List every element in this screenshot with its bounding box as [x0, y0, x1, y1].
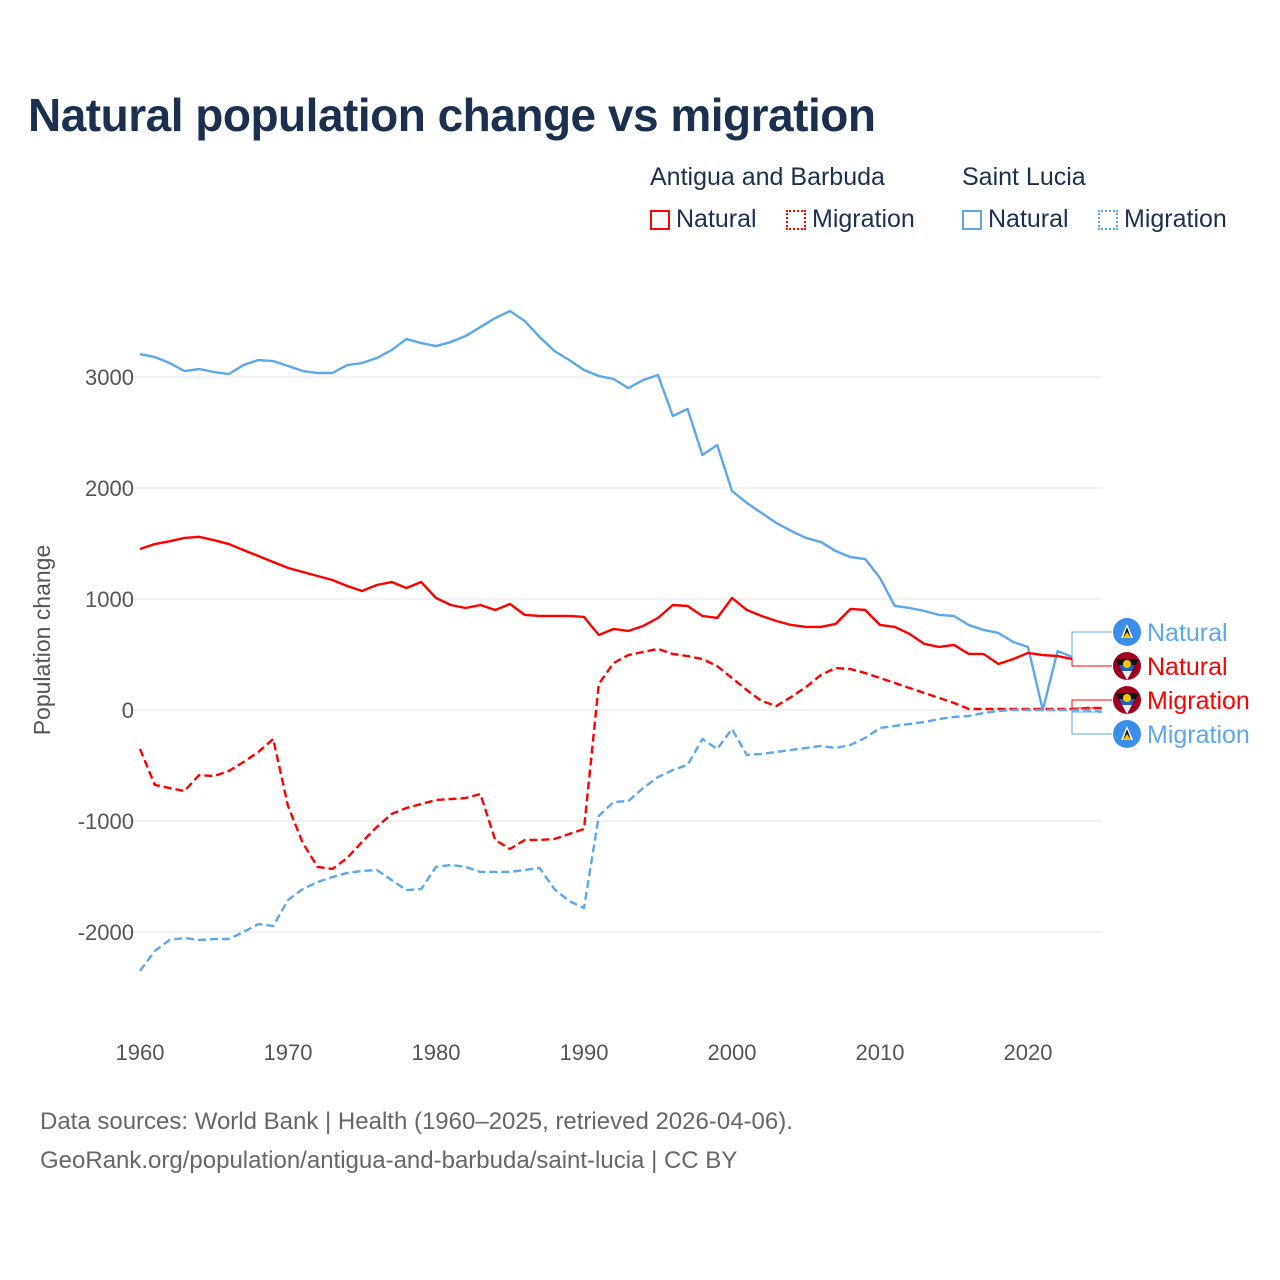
y-tick-label: 1000 — [85, 587, 134, 612]
legend-antigua-migration[interactable]: Migration — [786, 205, 915, 234]
series-line-antigua-and-barbuda-migration[interactable] — [138, 647, 1102, 871]
end-label: Natural — [1147, 619, 1228, 647]
x-tick-label: 2010 — [856, 1040, 905, 1065]
antigua-flag-icon — [1113, 652, 1141, 680]
y-tick-label: 2000 — [85, 476, 134, 501]
series-line-saint-lucia-natural[interactable] — [139, 309, 1073, 712]
label-connector — [1071, 711, 1112, 735]
x-tick-label: 1970 — [264, 1040, 313, 1065]
source-text: Data sources: World Bank | Health (1960–… — [40, 1108, 793, 1135]
y-axis-label: Population change — [29, 545, 55, 736]
label-connector — [1071, 699, 1112, 709]
end-label: Natural — [1147, 653, 1228, 681]
x-tick-label: 2000 — [708, 1040, 757, 1065]
end-label: Migration — [1147, 721, 1250, 749]
series-line-saint-lucia-migration[interactable] — [139, 708, 1103, 972]
legend-group-saint-lucia: Saint Lucia — [962, 163, 1086, 191]
legend-label: Migration — [812, 205, 915, 233]
end-label: Migration — [1147, 687, 1250, 715]
solid-swatch-icon — [650, 209, 670, 230]
legend-label: Migration — [1124, 205, 1227, 233]
dotted-swatch-icon — [1098, 209, 1118, 230]
x-tick-label: 1980 — [412, 1040, 461, 1065]
y-tick-label: 3000 — [85, 365, 134, 390]
x-tick-label: 1960 — [116, 1040, 165, 1065]
dotted-swatch-icon — [786, 209, 806, 230]
label-connector — [1071, 658, 1112, 667]
legend-group-antigua: Antigua and Barbuda — [650, 163, 885, 191]
saint-lucia-flag-icon — [1113, 618, 1141, 646]
series-line-antigua-and-barbuda-natural[interactable] — [139, 535, 1073, 666]
legend-label: Natural — [988, 205, 1069, 233]
legend-antigua-natural[interactable]: Natural — [650, 205, 757, 234]
source-url: GeoRank.org/population/antigua-and-barbu… — [40, 1147, 738, 1174]
legend-saint-lucia-migration[interactable]: Migration — [1098, 205, 1227, 234]
label-connector — [1071, 631, 1112, 658]
legend-label: Natural — [676, 205, 757, 233]
antigua-flag-icon — [1113, 686, 1141, 714]
solid-swatch-icon — [962, 209, 982, 230]
x-tick-label: 1990 — [560, 1040, 609, 1065]
y-tick-label: -2000 — [78, 920, 134, 945]
legend-saint-lucia-natural[interactable]: Natural — [962, 205, 1069, 234]
x-tick-label: 2020 — [1004, 1040, 1053, 1065]
chart-title: Natural population change vs migration — [28, 89, 876, 141]
y-tick-label: 0 — [122, 698, 134, 723]
y-tick-label: -1000 — [78, 809, 134, 834]
saint-lucia-flag-icon — [1113, 720, 1141, 748]
